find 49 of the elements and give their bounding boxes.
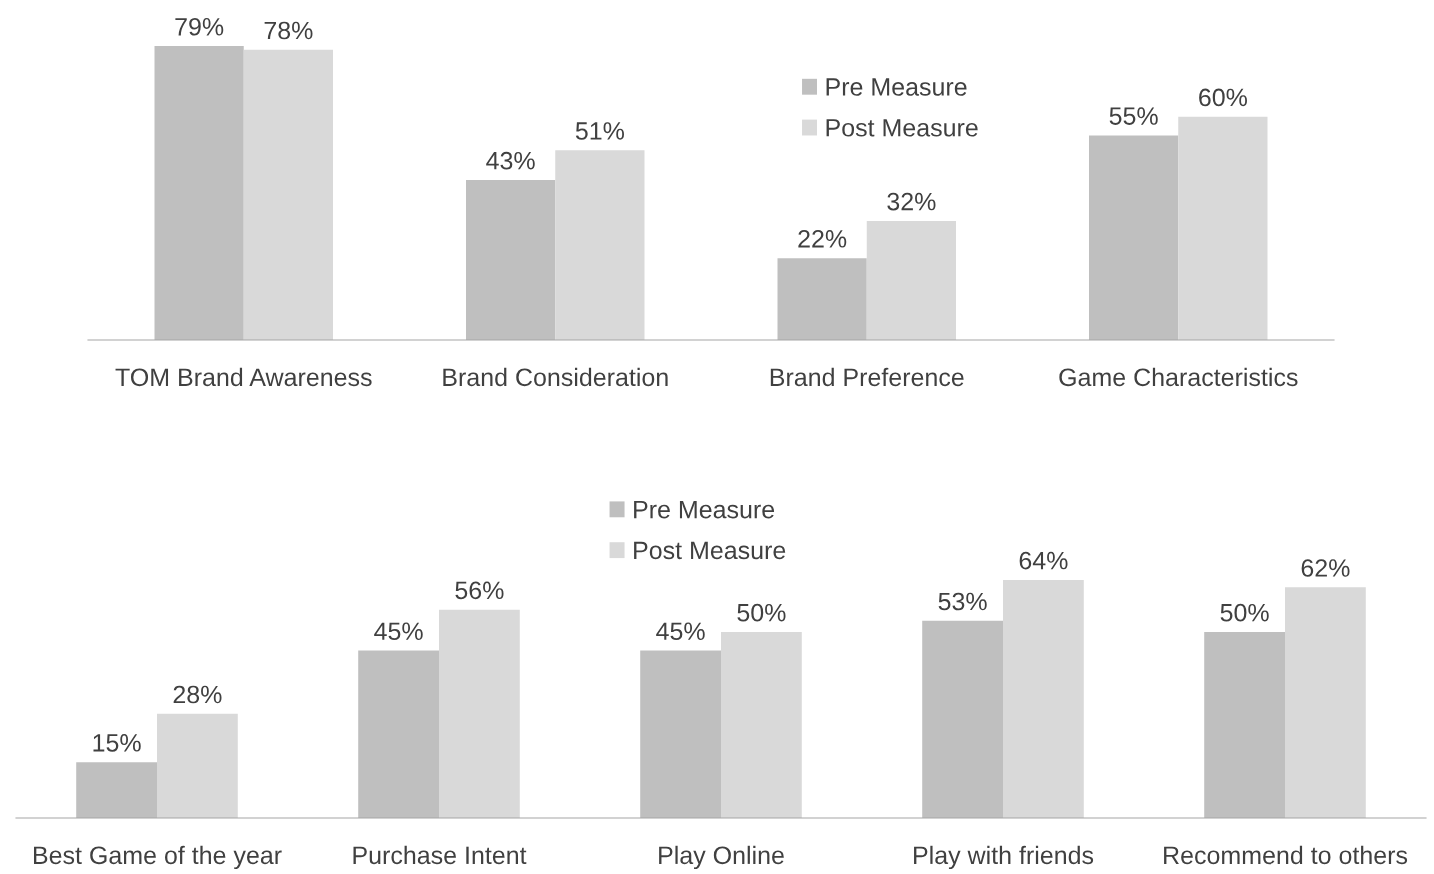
data-label: 78% (264, 21, 313, 40)
bar (466, 180, 556, 340)
x-tick-label: TOM Brand Awareness (115, 367, 372, 387)
data-label: 79% (175, 17, 224, 36)
data-label: 60% (1199, 88, 1247, 107)
x-tick-label: Brand Consideration (443, 367, 668, 387)
data-label: 22% (798, 229, 847, 248)
bar (76, 762, 157, 818)
data-label: 45% (656, 622, 705, 641)
data-label: 15% (93, 734, 141, 752)
bar (721, 632, 802, 818)
data-label: 32% (887, 192, 936, 211)
x-tick-label: Game Characteristics (1059, 367, 1298, 387)
bar (439, 609, 520, 818)
bar (1089, 135, 1179, 340)
data-label: 62% (1301, 559, 1350, 577)
legend-label: Post Measure (634, 541, 786, 560)
bar (1003, 579, 1084, 818)
bar (777, 258, 867, 340)
data-label: 43% (486, 151, 535, 170)
x-tick-label: Recommend to others (1164, 845, 1408, 865)
bar (243, 49, 333, 340)
x-tick-label: Purchase Intent (353, 845, 527, 865)
legend-label: Post Measure (826, 119, 978, 137)
data-label: 50% (737, 603, 786, 622)
bar (1285, 587, 1366, 818)
bar (555, 150, 645, 340)
legend-label: Pre Measure (826, 78, 967, 96)
data-label: 53% (938, 592, 987, 611)
bar (154, 46, 244, 340)
bar (640, 650, 721, 818)
bar (922, 620, 1003, 818)
x-tick-label: Brand Preference (770, 367, 964, 387)
bar (358, 650, 439, 818)
bar (157, 713, 238, 818)
x-tick-label: Best Game of the year (34, 845, 282, 870)
bar (1178, 116, 1268, 340)
x-tick-label: Play Online (659, 845, 784, 870)
data-label: 56% (455, 581, 504, 600)
legend-label: Pre Measure (634, 500, 775, 519)
x-tick-label: Play with friends (914, 845, 1094, 870)
data-label: 45% (374, 622, 423, 641)
data-label: 51% (575, 122, 624, 140)
bar (866, 220, 956, 340)
data-label: 55% (1109, 107, 1158, 125)
data-label: 64% (1019, 551, 1068, 570)
data-label: 50% (1220, 603, 1269, 622)
data-label: 28% (173, 685, 222, 704)
bar (1204, 632, 1285, 818)
